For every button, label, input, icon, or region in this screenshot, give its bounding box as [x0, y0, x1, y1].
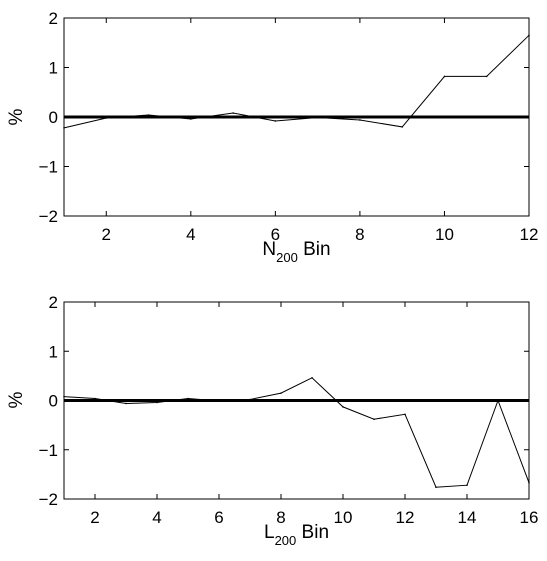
data-point — [147, 114, 150, 116]
x-tick-label: 12 — [520, 225, 539, 244]
x-axis-label-main: N — [262, 239, 276, 260]
series-line — [63, 377, 530, 488]
data-point — [94, 397, 96, 400]
y-tick-label: 2 — [49, 9, 58, 28]
x-axis-label-subscript: 200 — [275, 533, 297, 548]
x-tick-label: 4 — [152, 508, 161, 527]
y-tick-label: −2 — [39, 490, 58, 509]
data-point — [404, 413, 406, 416]
x-axis-label-subscript: 200 — [276, 250, 298, 265]
y-tick-label: 0 — [49, 392, 58, 411]
x-tick-label: 14 — [458, 508, 477, 527]
data-point — [316, 116, 319, 119]
x-tick-label: 4 — [186, 225, 195, 244]
x-axis-label-main: L — [264, 522, 275, 543]
data-point — [485, 75, 488, 78]
data-point — [63, 127, 65, 129]
data-point — [280, 392, 282, 394]
x-tick-label: 12 — [396, 508, 415, 527]
data-point — [218, 400, 220, 402]
data-point — [528, 481, 530, 484]
x-tick-label: 16 — [520, 508, 539, 527]
x-tick-label: 10 — [334, 508, 353, 527]
data-point — [187, 397, 189, 400]
y-tick-label: 1 — [49, 59, 58, 78]
data-point — [156, 401, 158, 404]
data-point — [497, 399, 499, 402]
series-line — [63, 34, 530, 129]
data-point — [190, 118, 192, 120]
data-point — [342, 406, 344, 408]
x-tick-label: 2 — [90, 508, 99, 527]
x-tick-label: 8 — [276, 508, 285, 527]
data-point — [274, 120, 277, 122]
x-tick-label: 2 — [102, 225, 111, 244]
x-tick-label: 6 — [214, 508, 223, 527]
data-point — [443, 75, 446, 78]
data-point — [125, 402, 127, 405]
data-point — [401, 126, 403, 128]
x-axis-label-rest: Bin — [296, 522, 329, 543]
data-point — [105, 117, 108, 119]
x-tick-label: 8 — [355, 225, 364, 244]
y-tick-label: −1 — [39, 158, 58, 177]
x-axis-label-rest: Bin — [298, 239, 331, 260]
data-point — [311, 377, 313, 379]
data-point — [232, 112, 234, 114]
y-axis-label: % — [6, 108, 27, 125]
y-axis-label: % — [6, 391, 27, 408]
y-tick-label: 0 — [49, 108, 58, 127]
data-point — [528, 34, 530, 37]
y-tick-label: 2 — [49, 293, 58, 312]
data-point — [249, 398, 251, 401]
data-point — [373, 418, 375, 421]
data-point — [435, 486, 437, 488]
data-point — [466, 484, 468, 487]
data-point — [63, 395, 65, 398]
x-axis-label: N200 Bin — [262, 239, 330, 265]
y-tick-label: −1 — [39, 441, 58, 460]
y-tick-label: 1 — [49, 342, 58, 361]
x-tick-label: 6 — [271, 225, 280, 244]
data-point — [359, 119, 361, 121]
x-tick-label: 10 — [435, 225, 454, 244]
x-axis-label: L200 Bin — [264, 522, 329, 548]
y-tick-label: −2 — [39, 207, 58, 226]
